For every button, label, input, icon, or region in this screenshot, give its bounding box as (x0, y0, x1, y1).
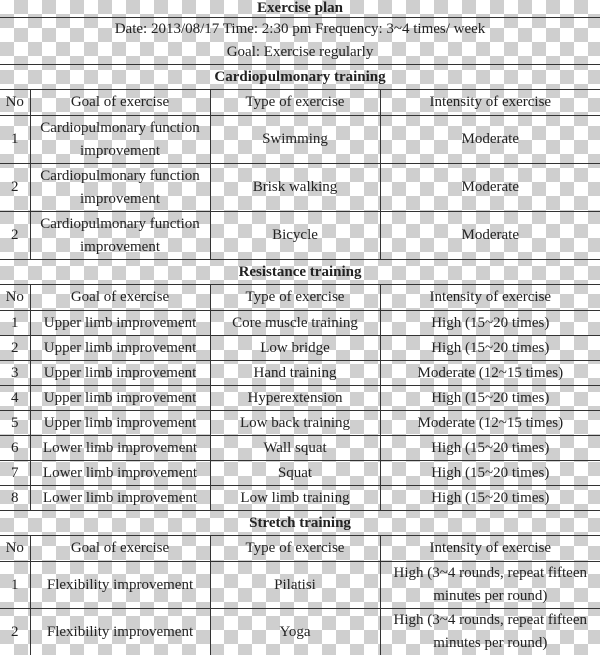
header-no: No (0, 536, 30, 562)
cell-intensity: Moderate (12~15 times) (380, 361, 600, 386)
plan-title: Exercise plan (0, 0, 600, 18)
cell-goal: Upper limb improvement (30, 411, 210, 436)
header-goal: Goal of exercise (30, 536, 210, 562)
cell-type: Squat (210, 461, 380, 486)
plan-info: Date: 2013/08/17 Time: 2:30 pm Frequency… (0, 18, 600, 42)
plan-goal: Goal: Exercise regularly (0, 41, 600, 65)
cell-no: 6 (0, 436, 30, 461)
cell-goal: Cardiopulmonary function improvement (30, 164, 210, 212)
cell-intensity: Moderate (380, 212, 600, 260)
cell-intensity: High (15~20 times) (380, 461, 600, 486)
cell-no: 2 (0, 336, 30, 361)
cell-intensity: High (15~20 times) (380, 386, 600, 411)
cell-goal: Flexibility improvement (30, 562, 210, 609)
cell-no: 5 (0, 411, 30, 436)
cell-no: 2 (0, 212, 30, 260)
cell-type: Low back training (210, 411, 380, 436)
header-goal: Goal of exercise (30, 285, 210, 311)
cell-goal: Upper limb improvement (30, 361, 210, 386)
header-type: Type of exercise (210, 285, 380, 311)
cell-goal: Upper limb improvement (30, 311, 210, 336)
cell-no: 2 (0, 609, 30, 655)
cell-goal: Upper limb improvement (30, 386, 210, 411)
cell-no: 2 (0, 164, 30, 212)
cell-type: Swimming (210, 116, 380, 164)
cell-type: Hyperextension (210, 386, 380, 411)
cell-type: Pilatisi (210, 562, 380, 609)
cell-goal: Lower limb improvement (30, 486, 210, 511)
cell-intensity: Moderate (380, 164, 600, 212)
cell-no: 8 (0, 486, 30, 511)
cell-no: 1 (0, 116, 30, 164)
header-type: Type of exercise (210, 536, 380, 562)
cell-goal: Cardiopulmonary function improvement (30, 116, 210, 164)
header-goal: Goal of exercise (30, 90, 210, 116)
cell-type: Low limb training (210, 486, 380, 511)
section-title: Stretch training (0, 511, 600, 536)
cell-intensity: High (15~20 times) (380, 436, 600, 461)
cell-intensity: Moderate (380, 116, 600, 164)
header-intensity: Intensity of exercise (380, 285, 600, 311)
cell-goal: Upper limb improvement (30, 336, 210, 361)
cell-goal: Lower limb improvement (30, 461, 210, 486)
cell-no: 1 (0, 311, 30, 336)
cell-type: Brisk walking (210, 164, 380, 212)
cell-no: 7 (0, 461, 30, 486)
cell-intensity: High (15~20 times) (380, 311, 600, 336)
cell-type: Yoga (210, 609, 380, 655)
cell-type: Low bridge (210, 336, 380, 361)
cell-no: 4 (0, 386, 30, 411)
cell-intensity: Moderate (12~15 times) (380, 411, 600, 436)
cell-goal: Flexibility improvement (30, 609, 210, 655)
header-intensity: Intensity of exercise (380, 536, 600, 562)
header-intensity: Intensity of exercise (380, 90, 600, 116)
cell-intensity: High (15~20 times) (380, 486, 600, 511)
header-type: Type of exercise (210, 90, 380, 116)
cell-intensity: High (15~20 times) (380, 336, 600, 361)
cell-type: Wall squat (210, 436, 380, 461)
section-title: Resistance training (0, 260, 600, 285)
cell-intensity: High (3~4 rounds, repeat fifteen minutes… (380, 562, 600, 609)
header-no: No (0, 285, 30, 311)
cell-goal: Cardiopulmonary function improvement (30, 212, 210, 260)
cell-no: 3 (0, 361, 30, 386)
section-title: Cardiopulmonary training (0, 65, 600, 90)
header-no: No (0, 90, 30, 116)
cell-type: Bicycle (210, 212, 380, 260)
cell-goal: Lower limb improvement (30, 436, 210, 461)
cell-no: 1 (0, 562, 30, 609)
cell-intensity: High (3~4 rounds, repeat fifteen minutes… (380, 609, 600, 655)
cell-type: Hand training (210, 361, 380, 386)
cell-type: Core muscle training (210, 311, 380, 336)
